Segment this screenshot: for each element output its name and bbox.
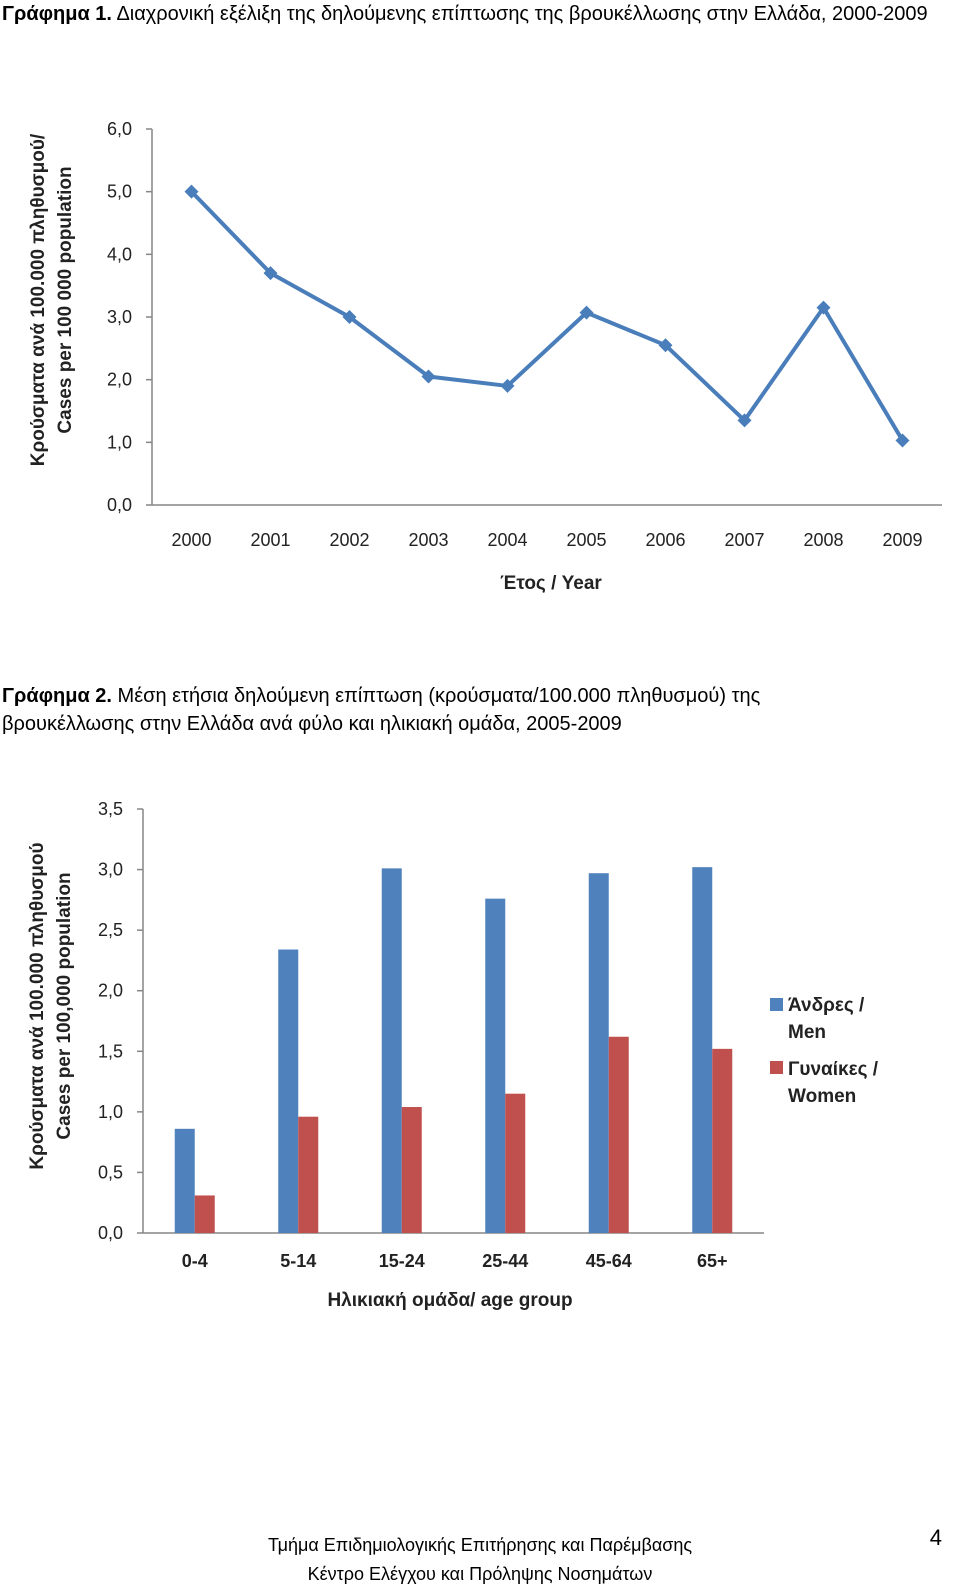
chart2-ytick-label: 3,5 (98, 799, 123, 819)
page-number: 4 (929, 1525, 942, 1550)
chart1-xtick-label: 2008 (803, 530, 843, 550)
chart2-bar-women (712, 1048, 733, 1233)
footer-department: Τμήμα Επιδημιολογικής Επιτήρησης και Παρ… (267, 1535, 693, 1555)
legend-women-line2: Women (788, 1086, 856, 1107)
chart1-caption-label: Γράφημα 1. (2, 3, 112, 25)
chart1-ytick-label: 6,0 (107, 119, 132, 139)
chart2-ytick-label: 0,0 (98, 1223, 123, 1243)
chart2-bar-women (608, 1036, 629, 1233)
chart1-ytick-label: 4,0 (107, 244, 132, 264)
chart1-data-point (184, 184, 199, 199)
chart1-series (184, 184, 910, 448)
chart1-xticks: 2000 2001 2002 2003 2004 2005 2006 2007 2008 2009 (171, 530, 922, 550)
chart1-data-point (737, 413, 752, 428)
chart1-ytick-label: 1,0 (107, 432, 132, 452)
chart2-ylabel: Κρούσματα ανά 100.000 πληθυσμού Cases pe… (27, 842, 75, 1169)
chart1-xtick-label: 2005 (566, 530, 606, 550)
chart2-xtick-label: 0-4 (182, 1251, 208, 1271)
chart2-caption: Γράφημα 2. Μέση ετήσια δηλούμενη επίπτωσ… (2, 682, 852, 738)
legend-swatch-men (770, 998, 783, 1011)
legend-men-line1: Άνδρες / (788, 995, 865, 1016)
chart2-bar-women (298, 1116, 319, 1233)
chart2-xtick-label: 65+ (697, 1251, 728, 1271)
chart2-ytick-label: 1,0 (98, 1102, 123, 1122)
chart1-data-point (342, 310, 357, 324)
chart1-ylabel-line1: Κρούσματα ανά 100.000 πληθυσμού/ (28, 133, 49, 466)
chart1-xtick-label: 2006 (645, 530, 685, 550)
chart2-xlabel: Ηλικιακή ομάδα/ age group (327, 1290, 572, 1311)
chart1-data-point (579, 305, 594, 320)
chart2-legend: Άνδρες / Men Γυναίκες / Women (770, 995, 879, 1107)
chart1-data-point (895, 433, 910, 448)
legend-women-line1: Γυναίκες / (788, 1059, 879, 1080)
chart1-xtick-label: 2001 (250, 530, 290, 550)
chart2-svg: Κρούσματα ανά 100.000 πληθυσμού Cases pe… (27, 799, 879, 1311)
chart2-xtick-label: 45-64 (586, 1251, 632, 1271)
chart2-bar-men (174, 1128, 195, 1233)
chart2-ytick-label: 0,5 (98, 1162, 123, 1182)
chart1-yticks: 0,0 1,0 2,0 3,0 4,0 5,0 6,0 (107, 119, 152, 515)
chart2-yticks: 0,0 0,5 1,0 1,5 2,0 2,5 3,0 3,5 (98, 799, 143, 1243)
chart2-bar-men (381, 868, 402, 1233)
chart1-xtick-label: 2004 (487, 530, 527, 550)
chart2-ytick-label: 2,5 (98, 920, 123, 940)
chart2-bar-men (692, 867, 713, 1233)
chart2-xtick-label: 5-14 (280, 1251, 316, 1271)
chart1-ylabel-line2: Cases per 100 000 population (55, 166, 76, 433)
chart2-bar-men (588, 873, 609, 1233)
chart2-bar-men (278, 949, 299, 1233)
chart1-series-line (190, 190, 905, 442)
footer-center: Κέντρο Ελέγχου και Πρόληψης Νοσημάτων (307, 1564, 653, 1584)
chart1-svg: Κρούσματα ανά 100.000 πληθυσμού/ Cases p… (28, 119, 942, 594)
chart1-data-point (816, 300, 831, 315)
chart2-ylabel-line2: Cases per 100,000 population (54, 872, 75, 1139)
chart2-ytick-label: 1,5 (98, 1041, 123, 1061)
chart1-xtick-label: 2003 (408, 530, 448, 550)
chart1-ytick-label: 5,0 (107, 182, 132, 202)
chart2-axes (142, 809, 764, 1234)
chart1-xtick-label: 2009 (882, 530, 922, 550)
chart1-ytick-label: 2,0 (107, 370, 132, 390)
chart2-xticks: 0-4 5-14 15-24 25-44 45-64 65+ (182, 1251, 728, 1271)
chart2-xtick-label: 25-44 (482, 1251, 528, 1271)
chart2-xtick-label: 15-24 (379, 1251, 425, 1271)
chart2-ytick-label: 2,0 (98, 981, 123, 1001)
chart2-bar-women (505, 1093, 526, 1233)
chart1-data-point (500, 378, 515, 393)
chart1-xtick-label: 2007 (724, 530, 764, 550)
chart2-bar-men (485, 898, 506, 1233)
chart2-bars (174, 867, 733, 1233)
chart2-caption-text: Μέση ετήσια δηλούμενη επίπτωση (κρούσματ… (2, 685, 761, 735)
chart2-ylabel-line1: Κρούσματα ανά 100.000 πληθυσμού (27, 842, 48, 1169)
chart1-caption-text: Διαχρονική εξέλιξη της δηλούμενης επίπτω… (111, 3, 928, 25)
chart1-ytick-label: 0,0 (107, 495, 132, 515)
legend-swatch-women (770, 1061, 783, 1074)
chart1-ytick-label: 3,0 (107, 307, 132, 327)
chart1-ylabel: Κρούσματα ανά 100.000 πληθυσμού/ Cases p… (28, 133, 76, 466)
chart2-bar-women (401, 1107, 422, 1233)
chart2-ytick-label: 3,0 (98, 860, 123, 880)
chart1-data-point (658, 338, 673, 353)
chart1-xtick-label: 2000 (171, 530, 211, 550)
chart1-data-point (421, 369, 436, 384)
chart1-xtick-label: 2002 (329, 530, 369, 550)
chart1-xlabel: Έτος / Year (500, 573, 602, 594)
chart1-caption: Γράφημα 1. Διαχρονική εξέλιξη της δηλούμ… (2, 0, 952, 28)
chart2-bar-women (194, 1195, 215, 1233)
chart2-caption-label: Γράφημα 2. (2, 685, 112, 707)
legend-men-line2: Men (788, 1022, 826, 1043)
chart1-data-point (263, 266, 278, 281)
